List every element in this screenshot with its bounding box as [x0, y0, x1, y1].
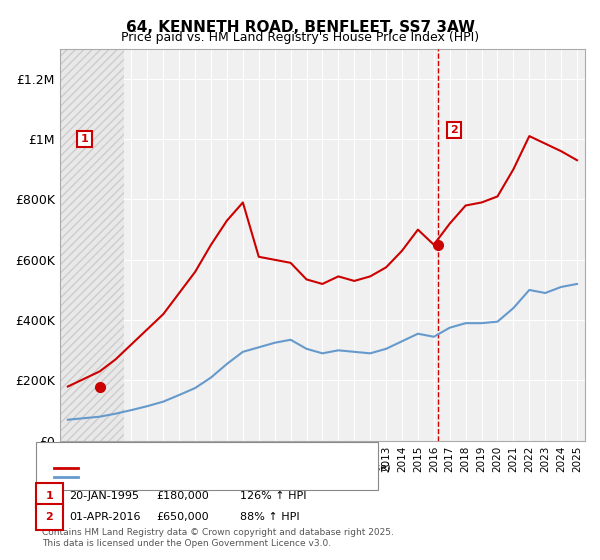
- Text: 126% ↑ HPI: 126% ↑ HPI: [240, 491, 307, 501]
- Text: 1: 1: [46, 491, 53, 501]
- Text: 2: 2: [46, 512, 53, 522]
- Text: £180,000: £180,000: [156, 491, 209, 501]
- Text: 01-APR-2016: 01-APR-2016: [69, 512, 140, 522]
- Text: 64, KENNETH ROAD, BENFLEET, SS7 3AW: 64, KENNETH ROAD, BENFLEET, SS7 3AW: [125, 20, 475, 35]
- Text: 20-JAN-1995: 20-JAN-1995: [69, 491, 139, 501]
- Text: £650,000: £650,000: [156, 512, 209, 522]
- Text: Contains HM Land Registry data © Crown copyright and database right 2025.
This d: Contains HM Land Registry data © Crown c…: [42, 528, 394, 548]
- Text: Price paid vs. HM Land Registry's House Price Index (HPI): Price paid vs. HM Land Registry's House …: [121, 31, 479, 44]
- Text: 1: 1: [80, 134, 88, 144]
- Text: 64, KENNETH ROAD, BENFLEET, SS7 3AW (detached house): 64, KENNETH ROAD, BENFLEET, SS7 3AW (det…: [81, 463, 391, 473]
- Text: 88% ↑ HPI: 88% ↑ HPI: [240, 512, 299, 522]
- Text: 2: 2: [450, 125, 458, 135]
- Text: HPI: Average price, detached house, Castle Point: HPI: Average price, detached house, Cast…: [81, 472, 336, 482]
